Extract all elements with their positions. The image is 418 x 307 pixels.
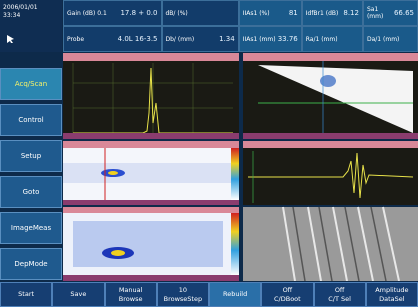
button-value: Amplitude (375, 286, 408, 295)
readout: Probe 4.0L 16-3.5 (63, 26, 162, 52)
button-label: C/T Sel (328, 295, 351, 304)
menu-button[interactable]: Setup (0, 140, 62, 172)
views (63, 53, 418, 281)
panel-header (63, 141, 239, 148)
readout-value: 4.0L 16-3.5 (118, 35, 158, 43)
indication (111, 250, 125, 256)
button-value: Save (70, 290, 86, 299)
menu-button[interactable]: DepMode (0, 248, 62, 280)
time: 33:34 (3, 12, 59, 20)
readout-label: Probe (67, 36, 84, 43)
panel-footer (63, 133, 239, 139)
footer-button[interactable]: Save (52, 282, 104, 307)
readout-value: 66.65 (394, 9, 414, 17)
palette (231, 148, 239, 200)
readout-label: IdfBr1 (dB) (306, 10, 339, 17)
status: 2006/01/01 33:34 (0, 0, 62, 52)
button-label: BrowseStep (164, 295, 202, 304)
readout: dB/ (%) (162, 0, 239, 26)
footer-button[interactable]: Rebuild (209, 282, 261, 307)
readout-label: Gain (dB) 0.1 (67, 10, 107, 17)
panel-footer (63, 200, 239, 205)
button-value: Rebuild (223, 290, 247, 299)
readout-label: Da/1 (mm) (367, 36, 399, 43)
side-menu: Acq/Scan Control Setup Goto ImageMeas DepMode (0, 54, 62, 280)
screen: 2006/01/01 33:34 Gain (dB) 0.1 17.8 + 0.0… (0, 0, 418, 307)
readout-row: Probe 4.0L 16-3.5 Db/ (mm) 1.34 IIAs1 (mm)33… (63, 26, 418, 52)
readout: IIAs1 (mm)33.76 (239, 26, 302, 52)
menu-button[interactable]: Goto (0, 176, 62, 208)
readout: IIAs1 (%) 81 (239, 0, 302, 26)
readout-label: IIAs1 (mm) (243, 36, 276, 43)
indication (108, 171, 118, 175)
readout-label: Sa1 (mm) (367, 6, 394, 20)
button-value: Off (283, 286, 293, 295)
panel-header (63, 53, 239, 61)
menu-button[interactable]: Control (0, 104, 62, 136)
menu-button[interactable]: ImageMeas (0, 212, 62, 244)
panel-header (243, 141, 418, 148)
band (63, 163, 231, 183)
readout-value: 33.76 (278, 35, 298, 43)
readout: Ra/1 (mm) (302, 26, 363, 52)
palette (231, 213, 239, 275)
readout-label: IIAs1 (%) (243, 10, 270, 17)
cursor-icon (6, 34, 16, 44)
date: 2006/01/01 (3, 4, 59, 12)
readouts: Gain (dB) 0.1 17.8 + 0.0 dB/ (%) IIAs1 (%) 8… (63, 0, 418, 52)
panel-header (63, 207, 239, 213)
readout: Db/ (mm) 1.34 (162, 26, 239, 52)
readout: IdfBr1 (dB) 8.12 (302, 0, 363, 26)
panel-footer (63, 275, 239, 281)
readout-value: 8.12 (343, 9, 359, 17)
readout-value: 1.34 (219, 35, 235, 43)
button-value: Off (335, 286, 345, 295)
footer-button[interactable]: Start (0, 282, 52, 307)
readout-value: 81 (289, 9, 298, 17)
readout-label: Db/ (mm) (166, 36, 195, 43)
button-value: Manual (119, 286, 143, 295)
menu-button[interactable]: Acq/Scan (0, 68, 62, 100)
readout: Gain (dB) 0.1 17.8 + 0.0 (63, 0, 162, 26)
readout: Sa1 (mm)66.65 (363, 0, 418, 26)
indication (320, 75, 336, 87)
readout-row: Gain (dB) 0.1 17.8 + 0.0 dB/ (%) IIAs1 (%) 8… (63, 0, 418, 26)
band (73, 221, 223, 267)
readout-value: 17.8 + 0.0 (120, 9, 157, 17)
button-value: Start (18, 290, 34, 299)
button-label: DataSel (379, 295, 404, 304)
readout-label: Ra/1 (mm) (306, 36, 338, 43)
button-label: C/DBoot (274, 295, 301, 304)
readout: Da/1 (mm) (363, 26, 418, 52)
button-value: 10 (179, 286, 187, 295)
panel-footer (243, 133, 418, 139)
panel-header (243, 53, 418, 61)
readout-label: dB/ (%) (166, 10, 188, 17)
button-label: Browse (119, 295, 143, 304)
